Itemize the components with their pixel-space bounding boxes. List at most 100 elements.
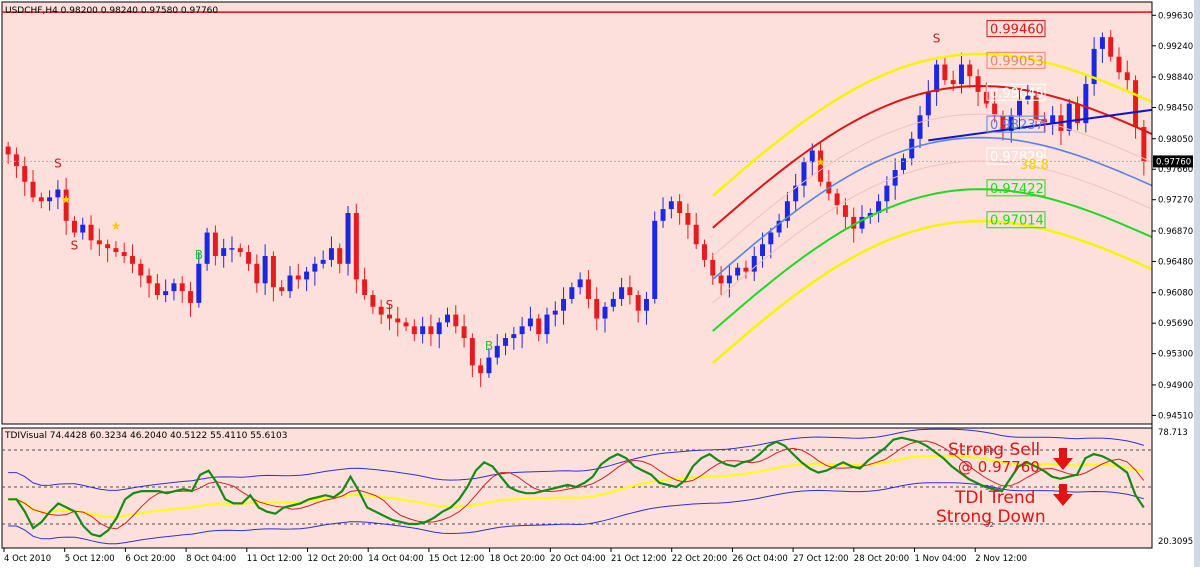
candle-body	[552, 310, 558, 315]
price-tick-label: 0.94510	[1158, 411, 1193, 421]
candle-body	[494, 345, 500, 358]
annotation-trend-line2: Strong Down	[936, 507, 1046, 527]
candle-body	[246, 252, 252, 264]
candle-body	[395, 318, 401, 323]
tdi-lower-volatility-band	[8, 482, 1144, 545]
candle-body	[884, 185, 890, 202]
candle-body	[975, 76, 981, 92]
candle-body	[328, 248, 334, 260]
candle-body	[279, 287, 285, 292]
candle-body	[950, 80, 956, 85]
candle-body	[801, 162, 807, 186]
annotation-trend-line1: TDI Trend	[954, 488, 1035, 508]
price-tick-label: 0.99630	[1158, 11, 1193, 21]
annotation-sell-price: @ 0.97760	[958, 458, 1040, 476]
candle-body	[80, 224, 86, 233]
upper-outer-band	[711, 52, 1153, 197]
candle-body	[892, 170, 898, 186]
candle-body	[270, 255, 276, 288]
upper-inner-band	[712, 113, 1153, 257]
tdi-price-line	[8, 436, 1145, 538]
time-tick-label: 12 Oct 20:00	[308, 554, 363, 564]
candle-body	[411, 326, 417, 335]
fib-label: 38.8	[1020, 158, 1049, 173]
candle-body	[726, 275, 732, 284]
candle-body	[1116, 56, 1122, 73]
candle-body	[743, 267, 749, 272]
price-tick-label: 0.99240	[1158, 42, 1193, 52]
candle-body	[643, 298, 649, 311]
candle-body	[254, 263, 260, 284]
band-price-label: 0.99053	[990, 54, 1044, 69]
candle-body	[1008, 115, 1014, 131]
candle-body	[768, 232, 774, 245]
candle-body	[602, 306, 608, 319]
candle-body	[751, 255, 757, 272]
time-tick-label: 26 Oct 04:00	[732, 554, 787, 564]
candle-body	[386, 314, 392, 319]
band-label-box	[986, 179, 1046, 197]
candle-body	[105, 244, 111, 249]
candle-body	[63, 189, 69, 221]
band-label-box	[986, 115, 1046, 133]
candle-body	[362, 279, 368, 296]
candle-body	[320, 259, 326, 264]
candle-body	[188, 291, 194, 303]
lower-inner-band	[712, 160, 1153, 304]
candle-body	[428, 326, 434, 335]
signal-marker: B	[485, 339, 493, 353]
signal-marker: ★	[111, 219, 122, 233]
candle-body	[370, 295, 376, 307]
band-label-box	[986, 83, 1046, 101]
candle-body	[710, 259, 716, 276]
candle-body	[851, 216, 857, 229]
candle-body	[71, 220, 77, 233]
candle-body	[842, 205, 848, 217]
candle-body	[1133, 80, 1139, 128]
time-tick-label: 15 Oct 12:00	[429, 554, 484, 564]
indicator-tick-label: 20.3095	[1158, 537, 1193, 547]
main-pane	[1, 1, 1153, 425]
candle-body	[1041, 119, 1047, 124]
candle-body	[818, 150, 824, 182]
indicator-title: TDIVisual 74.4428 60.3234 46.2040 40.512…	[4, 431, 287, 441]
candle-body	[867, 213, 873, 217]
candle-body	[917, 115, 923, 139]
candle-body	[461, 326, 467, 339]
candle-body	[934, 64, 940, 92]
candle-body	[378, 306, 384, 315]
candle-body	[503, 338, 509, 346]
lower-band	[712, 188, 1153, 332]
band-label-box	[986, 51, 1046, 69]
candle-body	[469, 338, 475, 366]
candle-body	[436, 322, 442, 335]
candle-body	[834, 193, 840, 206]
candle-body	[1066, 103, 1072, 131]
price-tick-label: 0.95690	[1158, 319, 1193, 329]
candle-body	[13, 154, 19, 167]
time-tick-label: 6 Oct 20:00	[125, 554, 175, 564]
candle-body	[287, 275, 293, 292]
candle-body	[610, 298, 616, 307]
candle-body	[221, 248, 227, 256]
candle-body	[129, 255, 135, 264]
price-tick-label: 0.95300	[1158, 350, 1193, 360]
candle-body	[544, 314, 550, 335]
candle-body	[403, 322, 409, 327]
candle-body	[1000, 115, 1006, 131]
time-tick-label: 5 Oct 12:00	[65, 554, 115, 564]
band-label-box	[986, 20, 1046, 38]
signal-marker: S	[54, 157, 62, 171]
candle-body	[701, 244, 707, 260]
time-tick-label: 21 Oct 12:00	[611, 554, 666, 564]
candle-body	[685, 213, 691, 225]
price-tick-label: 0.96870	[1158, 227, 1193, 237]
candle-body	[312, 263, 318, 272]
candle-body	[1050, 115, 1056, 124]
current-price-label: 0.97760	[1156, 157, 1191, 167]
candle-body	[1033, 95, 1039, 120]
band-price-label: 0.97422	[990, 182, 1044, 197]
candle-body	[30, 181, 36, 198]
candle-body	[776, 220, 782, 233]
